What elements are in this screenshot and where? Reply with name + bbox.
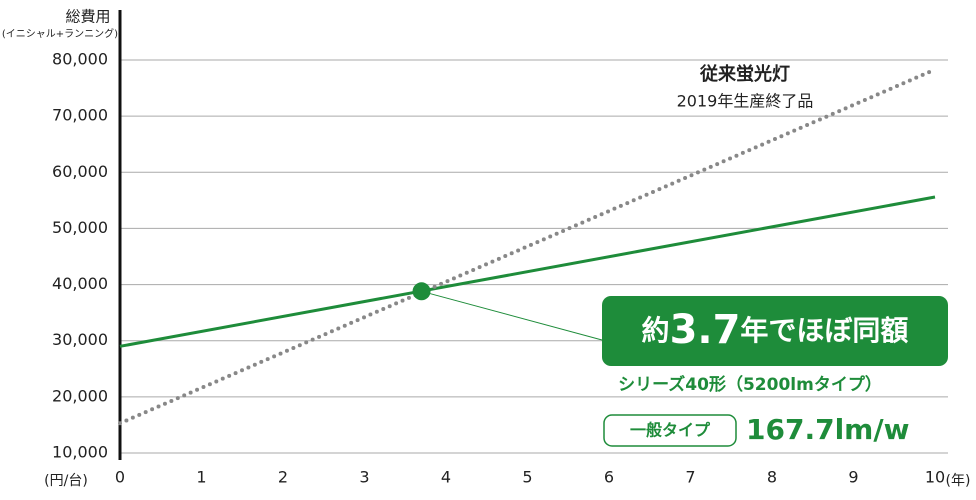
x-tick-label: 5 (522, 468, 532, 487)
x-tick-label: 9 (848, 468, 858, 487)
x-tick-label: 4 (441, 468, 451, 487)
y-tick-label: 40,000 (52, 274, 108, 293)
efficiency: 167.7lm/w (746, 413, 909, 446)
type-label: 一般タイプ (630, 421, 711, 440)
x-tick-label: 1 (196, 468, 206, 487)
y-tick-label: 50,000 (52, 218, 108, 237)
x-tick-label: 3 (359, 468, 369, 487)
y-tick-label: 30,000 (52, 330, 108, 349)
x-unit: (年) (946, 473, 971, 489)
y-tick-label: 20,000 (52, 386, 108, 405)
type-box (603, 414, 737, 447)
x-tick-label: 10 (925, 468, 945, 487)
y-unit: (円/台) (44, 473, 88, 489)
old-name: 従来蛍光灯 (699, 63, 790, 85)
leader-line (421, 290, 603, 341)
y-tick-label: 80,000 (52, 50, 108, 69)
callout: 約3.7年でほぼ同額 (642, 307, 909, 353)
callout-text: 年でほぼ同額 (740, 314, 908, 347)
callout-text: 約 (642, 314, 670, 347)
y-tick-label: 60,000 (52, 162, 108, 181)
x-tick-label: 2 (278, 468, 288, 487)
old-note: 2019年生産終了品 (677, 92, 814, 111)
chart-title: 総費用 (65, 8, 110, 26)
x-tick-label: 6 (604, 468, 614, 487)
series-line (118, 67, 937, 426)
series-name: シリーズ40形（5200lmタイプ） (618, 374, 882, 395)
x-tick-label: 0 (115, 468, 125, 487)
x-tick-label: 8 (767, 468, 777, 487)
callout-box (602, 296, 948, 366)
chart-subtitle: (イニシャル+ランニング) (2, 27, 118, 40)
y-tick-label: 70,000 (52, 106, 108, 125)
x-tick-label: 7 (685, 468, 695, 487)
series-line (119, 195, 936, 348)
callout-number: 3.7 (670, 307, 741, 353)
y-tick-label: 10,000 (52, 443, 108, 462)
intersection-point (412, 282, 431, 301)
